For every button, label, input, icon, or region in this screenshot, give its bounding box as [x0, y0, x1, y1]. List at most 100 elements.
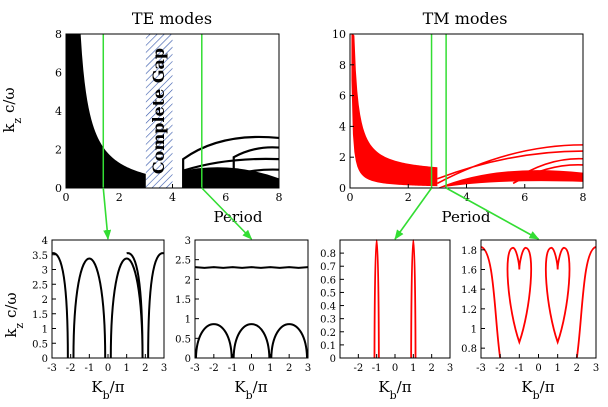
b4-y-tick-label-3: 1.4 — [461, 285, 477, 296]
complete-gap-label: Complete Gap — [149, 48, 168, 174]
b2-y-tick-label-4: 2 — [185, 275, 191, 286]
b3-y-tick-label-1: 0.1 — [320, 341, 336, 352]
b2-y-tick-label-6: 3 — [185, 236, 191, 247]
b1-x-tick-label-3: 0 — [105, 363, 111, 374]
tm-band-1-spike-1 — [373, 239, 380, 359]
tm-y-tick-label-4: 8 — [339, 59, 346, 72]
tm-title: TM modes — [423, 9, 508, 28]
te-band-1-curves — [51, 252, 165, 359]
b3-x-tick-label-1: -1 — [372, 363, 382, 374]
tm-x-tick-label-2: 4 — [463, 191, 470, 204]
b2-y-tick-label-0: 0 — [185, 354, 191, 365]
b2-x-tick-label-6: 3 — [305, 363, 311, 374]
tm-y-tick-label-1: 2 — [339, 151, 346, 164]
b4-y-tick-label-4: 1.6 — [461, 266, 477, 277]
b3-y-tick-label-8: 0.8 — [320, 249, 336, 260]
b3-x-tick-label-5: 3 — [447, 363, 453, 374]
b1-x-tick-label-1: -2 — [66, 363, 76, 374]
te-band-2-y-ticks: 0 0.5 1 1.5 2 2.5 3 — [175, 236, 199, 365]
te-x-tick-label-1: 2 — [116, 191, 123, 204]
b3-y-tick-label-6: 0.6 — [320, 275, 336, 286]
b2-y-tick-label-2: 1 — [185, 315, 191, 326]
tm-y-tick-label-2: 4 — [339, 120, 346, 133]
te-x-tick-label-4: 8 — [276, 191, 283, 204]
b2-x-tick-label-3: 0 — [248, 363, 254, 374]
b1-y-tick-label-7: 3.5 — [32, 251, 48, 262]
b4-y-tick-label-0: 0.8 — [461, 344, 477, 355]
tm-x-ticks: 0 2 4 6 8 — [347, 184, 587, 204]
te-band-panel-1: -3 -2 -1 0 1 2 3 0 0.5 1 1.5 2 2.5 3 3.5 4 kz c/ω — [2, 236, 167, 374]
b1-y-tick-label-0: 0 — [42, 354, 48, 365]
te-band-1-y-ticks: 0 0.5 1 1.5 2 2.5 3 3.5 4 — [32, 236, 56, 365]
te-y-ticks: 0 2 4 6 8 — [55, 28, 70, 195]
band-y-axis-label: kz c/ω — [2, 292, 26, 337]
tm-low-band-fill — [437, 170, 583, 188]
b2-y-tick-label-1: 0.5 — [175, 334, 191, 345]
kb-sub-2: b — [246, 389, 253, 402]
tm-band-2-loop-2 — [544, 246, 571, 346]
b1-y-tick-label-6: 3 — [42, 266, 48, 277]
te-band-1-x-ticks: -3 -2 -1 0 1 2 3 — [47, 354, 167, 374]
te-y-tick-label-0: 0 — [55, 182, 62, 195]
green-arrow-3 — [394, 187, 433, 240]
b4-x-tick-label-4: 1 — [554, 363, 560, 374]
te-x-ticks: 0 2 4 6 8 — [63, 184, 283, 204]
te-band-2-arches — [194, 323, 309, 359]
band-x-axis-labels: Kb/π Kb/π Kb/π Kb/π — [91, 378, 554, 402]
b1-y-tick-label-5: 2.5 — [32, 280, 48, 291]
tm-y-tick-label-5: 10 — [332, 28, 346, 41]
b3-y-tick-label-0: 0 — [330, 354, 336, 365]
period-axis-label-te: Period — [214, 208, 263, 226]
period-axis-label-tm: Period — [442, 208, 491, 226]
tm-band-2-edges — [480, 246, 597, 359]
tm-x-tick-label-1: 2 — [405, 191, 412, 204]
te-plot-content: Complete Gap — [66, 34, 280, 188]
tm-modes-panel: TM modes 0 2 4 6 8 0 2 4 6 8 10 — [332, 9, 587, 204]
tm-x-tick-label-3: 6 — [521, 191, 528, 204]
tm-band-1-x-ticks: -2 -1 0 1 2 3 — [353, 354, 453, 374]
b2-y-tick-label-3: 1.5 — [175, 295, 191, 306]
te-x-tick-label-3: 6 — [222, 191, 229, 204]
b3-y-tick-label-3: 0.3 — [320, 315, 336, 326]
b3-y-tick-label-2: 0.2 — [320, 328, 336, 339]
b1-x-tick-label-0: -3 — [47, 363, 57, 374]
b4-y-tick-label-2: 1.2 — [461, 305, 477, 316]
tm-x-tick-label-4: 8 — [580, 191, 587, 204]
tm-band-1-frame — [339, 239, 451, 359]
b3-x-tick-label-4: 2 — [428, 363, 434, 374]
tm-band-2-loop-1 — [506, 246, 533, 346]
b1-x-tick-label-4: 1 — [123, 363, 129, 374]
b4-y-tick-label-1: 1 — [471, 325, 477, 336]
green-arrow-2 — [201, 187, 253, 240]
te-band-2-curves — [194, 266, 309, 359]
te-y-sub: z — [11, 118, 24, 124]
green-arrow-1 — [102, 187, 112, 240]
te-band-2-flat-curve — [194, 266, 309, 269]
b3-x-tick-label-3: 1 — [410, 363, 416, 374]
b4-x-tick-label-0: -3 — [476, 363, 486, 374]
tm-band-2-curves — [480, 246, 597, 359]
b4-x-tick-label-1: -2 — [495, 363, 505, 374]
tm-band-panel-2: -3 -2 -1 0 1 2 3 0.8 1 1.2 1.4 1.6 1.8 — [461, 239, 599, 374]
te-y-tick-label-4: 8 — [55, 28, 62, 41]
te-high-period-bands — [182, 135, 280, 188]
b3-x-tick-label-2: 0 — [392, 363, 398, 374]
tm-band-1-spike-2 — [410, 239, 417, 359]
b2-y-tick-label-5: 2.5 — [175, 256, 191, 267]
tm-y-tick-label-3: 6 — [339, 90, 346, 103]
tm-x-tick-label-0: 0 — [347, 191, 354, 204]
tm-y-tick-label-0: 0 — [339, 182, 346, 195]
b4-y-tick-label-5: 1.8 — [461, 246, 477, 257]
b3-x-tick-label-0: -2 — [353, 363, 363, 374]
kb-label-1: Kb/π — [91, 378, 124, 402]
kb-label-4: Kb/π — [521, 378, 554, 402]
b4-x-tick-label-2: -1 — [514, 363, 524, 374]
b2-x-tick-label-0: -3 — [190, 363, 200, 374]
b3-y-tick-label-5: 0.5 — [320, 288, 336, 299]
te-y-tick-label-2: 4 — [55, 105, 62, 118]
b2-x-tick-label-2: -1 — [228, 363, 238, 374]
b1-y-tick-label-4: 2 — [42, 295, 48, 306]
green-arrow-4 — [445, 187, 540, 240]
te-band-2-frame — [194, 239, 309, 359]
